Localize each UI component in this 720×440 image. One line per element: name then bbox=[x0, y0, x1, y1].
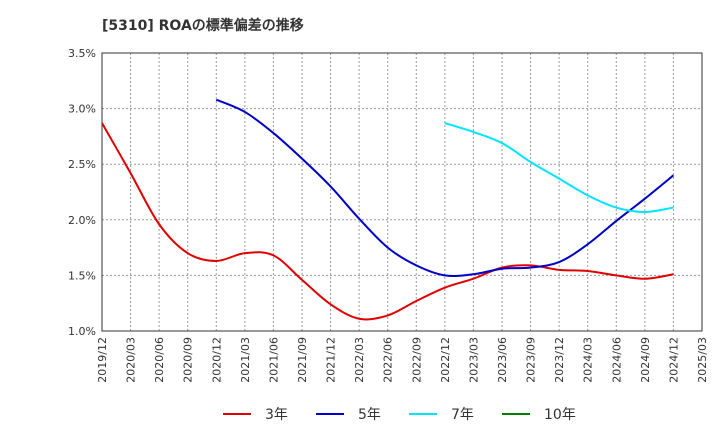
x-tick-label: 2021/06 bbox=[267, 337, 280, 383]
y-tick-label: 3.0% bbox=[68, 103, 96, 116]
series-line-3年 bbox=[101, 122, 674, 321]
x-tick-label: 2024/12 bbox=[667, 337, 680, 383]
y-tick-label: 2.0% bbox=[68, 214, 96, 227]
x-tick-label: 2020/09 bbox=[182, 337, 195, 383]
x-tick-label: 2020/12 bbox=[210, 337, 223, 383]
x-tick-label: 2025/03 bbox=[696, 337, 709, 383]
x-tick-label: 2023/09 bbox=[525, 337, 538, 383]
legend-label: 5年 bbox=[358, 407, 381, 423]
x-tick-label: 2024/06 bbox=[610, 337, 623, 383]
x-tick-label: 2022/06 bbox=[382, 337, 395, 383]
x-tick-label: 2022/12 bbox=[439, 337, 452, 383]
series-line-5年 bbox=[215, 98, 675, 278]
x-tick-label: 2022/03 bbox=[353, 337, 366, 383]
y-tick-label: 1.0% bbox=[68, 325, 96, 338]
x-tick-label: 2024/03 bbox=[582, 337, 595, 383]
x-tick-label: 2023/03 bbox=[467, 337, 480, 383]
x-tick-label: 2021/09 bbox=[296, 337, 309, 383]
y-tick-label: 3.5% bbox=[68, 47, 96, 60]
legend-label: 3年 bbox=[265, 407, 288, 423]
x-tick-label: 2020/06 bbox=[153, 337, 166, 383]
y-tick-label: 1.5% bbox=[68, 269, 96, 282]
x-tick-label: 2020/03 bbox=[125, 337, 138, 383]
x-tick-label: 2024/09 bbox=[639, 337, 652, 383]
plot-area bbox=[101, 52, 703, 332]
grid bbox=[102, 53, 702, 331]
x-axis: 2019/12 2020/03 2020/06 2020/09 2020/12 2021/… bbox=[96, 337, 709, 383]
series-line-7年 bbox=[444, 122, 674, 214]
x-tick-label: 2023/06 bbox=[496, 337, 509, 383]
x-tick-label: 2021/12 bbox=[325, 337, 338, 383]
plot-frame bbox=[101, 52, 703, 332]
chart-title: [5310] ROAの標準偏差の推移 bbox=[102, 17, 304, 34]
x-tick-label: 2023/12 bbox=[553, 337, 566, 383]
legend: 3年 5年 7年 10年 bbox=[223, 407, 576, 423]
legend-label: 7年 bbox=[451, 407, 474, 423]
legend-label: 10年 bbox=[544, 407, 576, 423]
x-tick-label: 2021/03 bbox=[239, 337, 252, 383]
series-lines bbox=[101, 98, 675, 321]
y-tick-label: 2.5% bbox=[68, 158, 96, 171]
x-tick-label: 2022/09 bbox=[410, 337, 423, 383]
x-tick-label: 2019/12 bbox=[96, 337, 109, 383]
y-axis: 1.0% 1.5% 2.0% 2.5% 3.0% 3.5% bbox=[68, 47, 96, 338]
